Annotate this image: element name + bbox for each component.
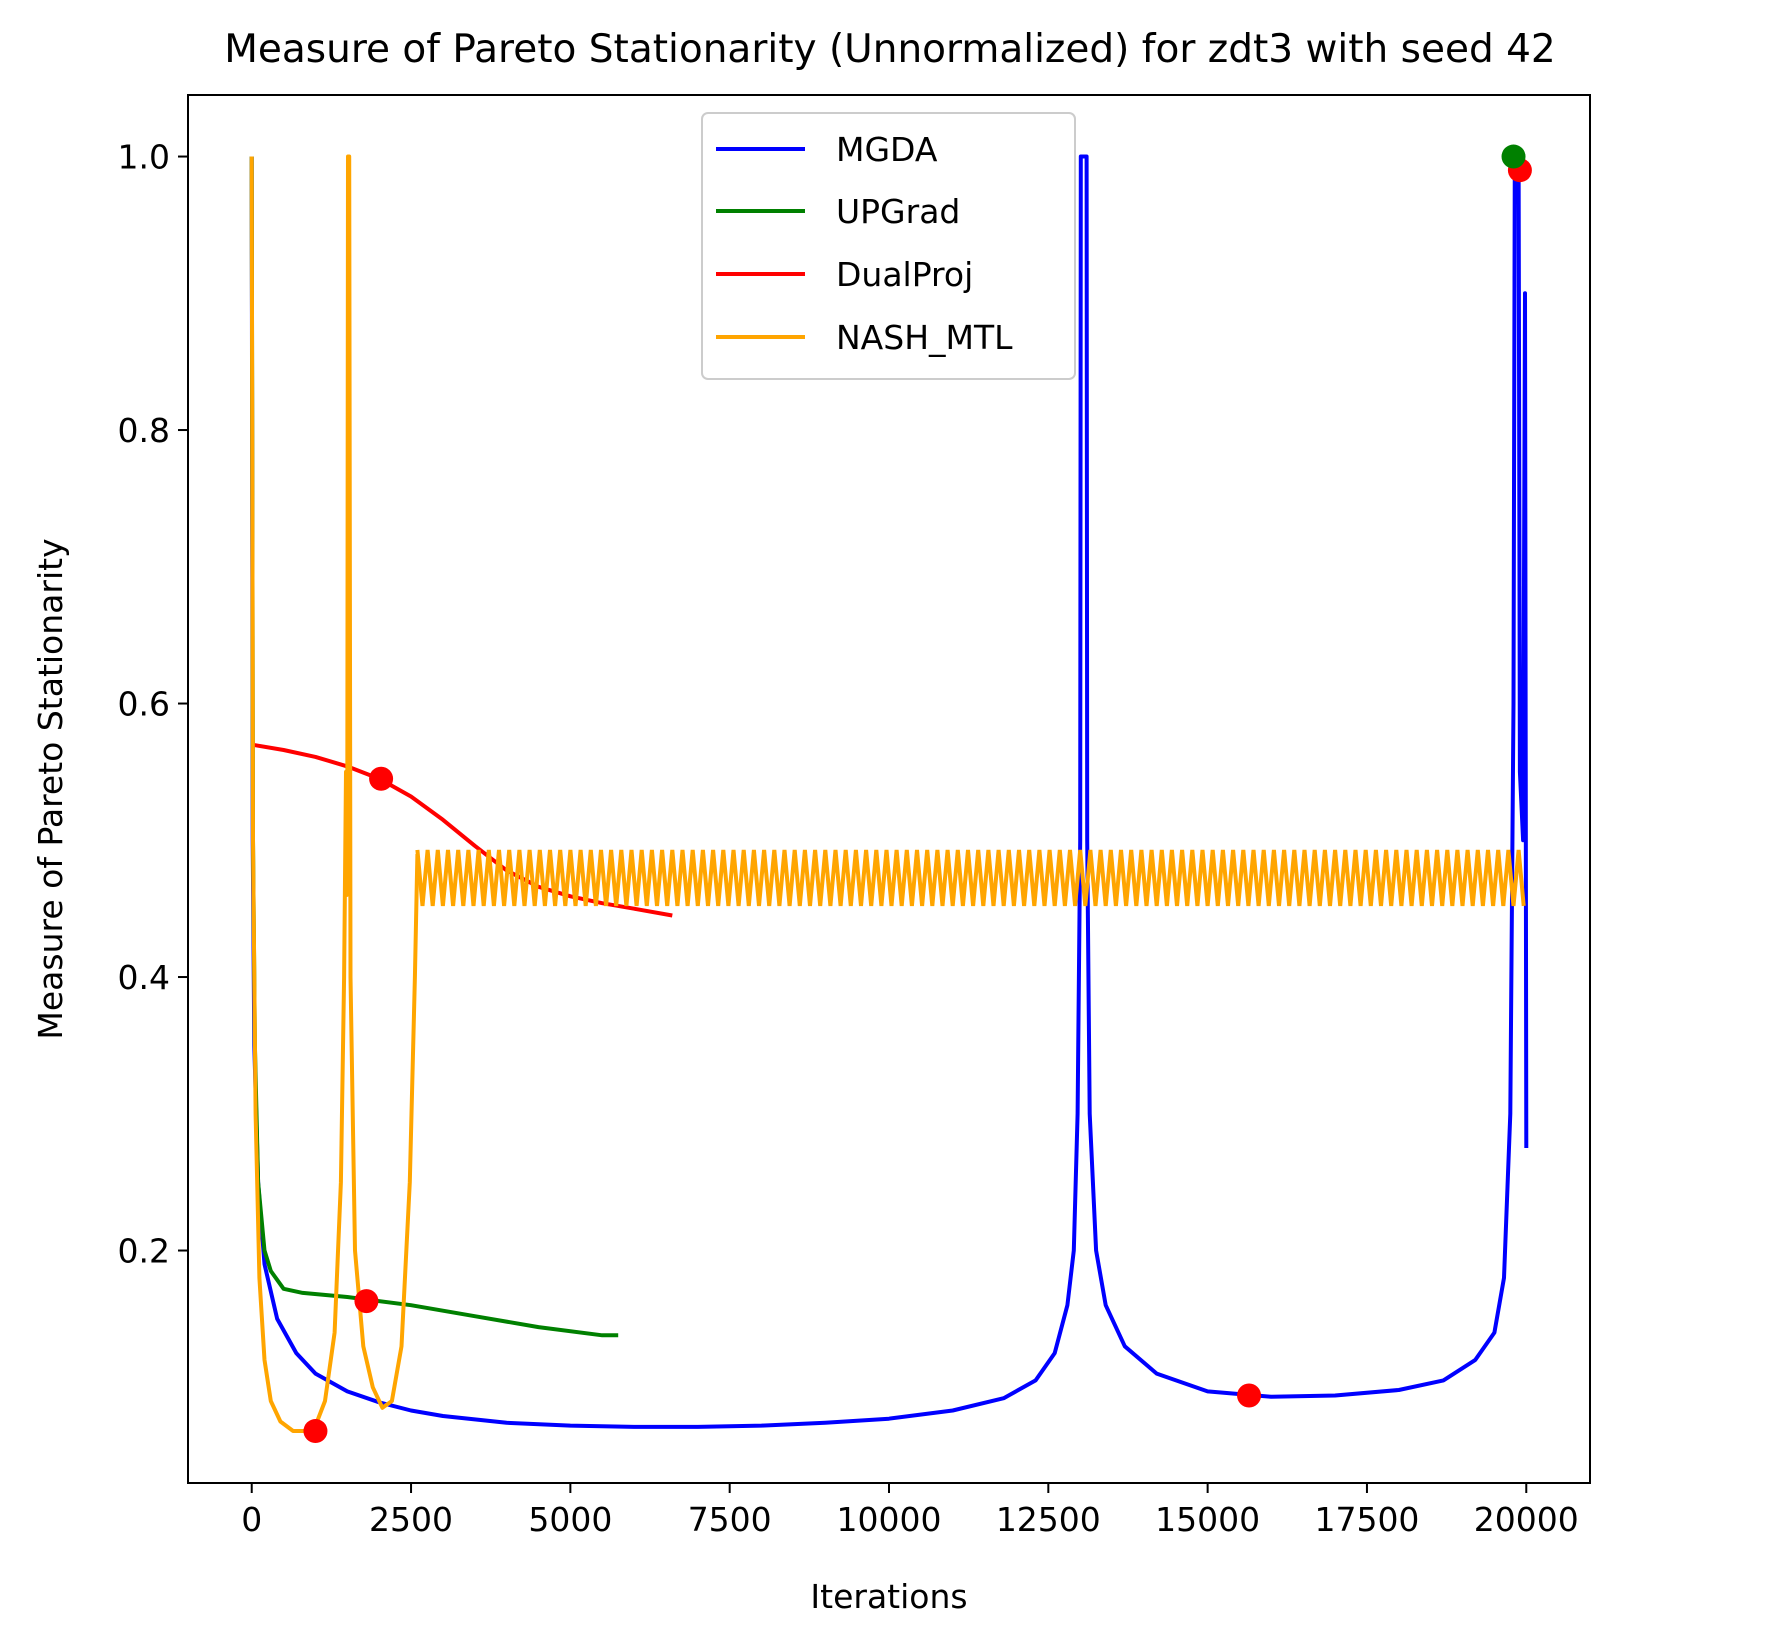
x-tick-label: 15000	[1155, 1500, 1260, 1539]
series-layer	[249, 154, 1529, 1433]
marker-layer	[303, 144, 1532, 1444]
x-tick-label: 2500	[369, 1500, 453, 1539]
y-tick-label: 0.2	[118, 1232, 170, 1271]
x-tick-label: 7500	[688, 1500, 772, 1539]
data-point-marker	[354, 1289, 379, 1314]
series-mgda-line	[249, 154, 1529, 1429]
chart-title: Measure of Pareto Stationarity (Unnormal…	[224, 27, 1555, 72]
data-point-marker	[1237, 1383, 1262, 1408]
legend-label-dualproj: DualProj	[836, 255, 973, 294]
legend: MGDA UPGrad DualProj NASH_MTL	[701, 112, 1076, 380]
legend-label-nash-mtl: NASH_MTL	[836, 318, 1013, 357]
x-tick-label: 5000	[528, 1500, 612, 1539]
y-tick-label: 0.4	[118, 958, 170, 997]
x-tick-label: 17500	[1314, 1500, 1419, 1539]
x-tick-label: 12500	[996, 1500, 1101, 1539]
y-tick-label: 0.6	[118, 685, 170, 724]
legend-label-mgda: MGDA	[836, 130, 938, 169]
data-point-marker	[303, 1419, 328, 1444]
y-tick-label: 1.0	[118, 138, 170, 177]
x-axis-label: Iterations	[810, 1577, 967, 1616]
x-axis: 0 2500 5000 7500 10000 12500 15000 17500 20000	[241, 1483, 1579, 1539]
y-tick-label: 0.8	[118, 411, 170, 450]
y-axis: 0.2 0.4 0.6 0.8 1.0	[118, 138, 188, 1271]
series-nash-mtl-line	[249, 154, 420, 1433]
data-point-marker	[1501, 144, 1526, 169]
y-axis-label: Measure of Pareto Stationarity	[31, 538, 70, 1039]
series-nash-mtl-oscillation	[415, 849, 1526, 907]
legend-label-upgrad: UPGrad	[836, 192, 960, 231]
x-tick-label: 0	[241, 1500, 262, 1539]
x-tick-label: 10000	[837, 1500, 942, 1539]
x-tick-label: 20000	[1474, 1500, 1579, 1539]
data-point-marker	[369, 766, 394, 791]
legend-box	[701, 112, 1076, 380]
